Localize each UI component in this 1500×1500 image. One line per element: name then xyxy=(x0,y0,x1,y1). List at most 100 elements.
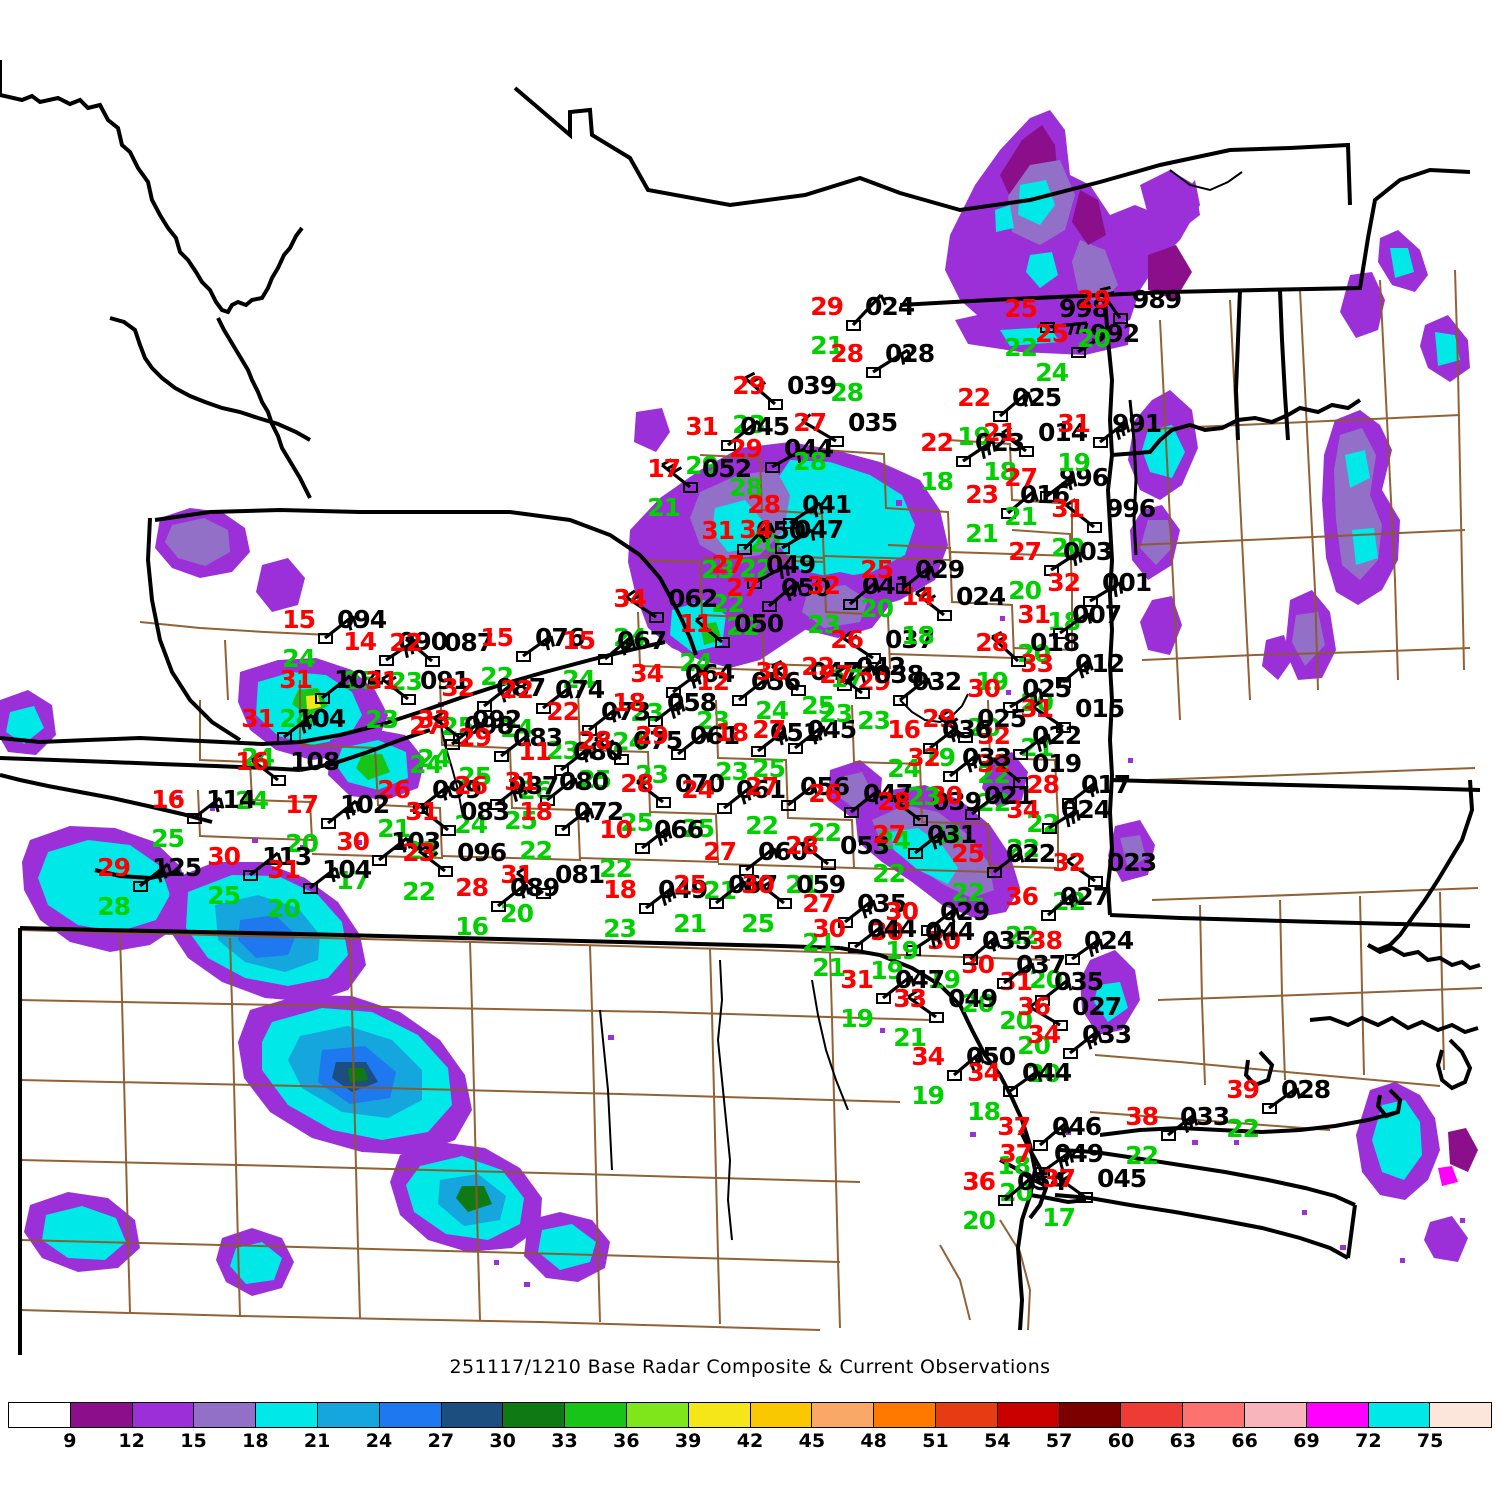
pressure-value: 091 xyxy=(420,666,470,695)
wind-barb xyxy=(781,528,816,550)
dewpoint-value: 20 xyxy=(860,594,894,623)
pressure-value: 045 xyxy=(740,412,790,441)
radar-cell-offshore xyxy=(1356,1082,1478,1262)
colorbar-tick-42: 42 xyxy=(736,1430,764,1452)
temperature-value: 22 xyxy=(546,697,580,726)
station-symbol xyxy=(1062,798,1077,809)
temperature-value: 36 xyxy=(962,1167,996,1196)
temperature-value: 27 xyxy=(745,772,779,801)
dewpoint-value: 24 xyxy=(877,826,911,855)
dewpoint-value: 24 xyxy=(612,727,646,756)
station-symbol xyxy=(838,917,853,928)
dewpoint-value: 22 xyxy=(951,878,985,907)
dewpoint-value: 20 xyxy=(1017,639,1051,668)
wind-barb xyxy=(753,563,790,585)
station-symbol xyxy=(318,633,333,644)
pressure-value: 087 xyxy=(496,673,546,702)
station-symbol xyxy=(943,771,958,782)
station-symbol xyxy=(666,687,681,698)
temperature-value: 23 xyxy=(965,480,999,509)
dewpoint-value: 20 xyxy=(999,1006,1033,1035)
temperature-value: 37 xyxy=(999,1139,1033,1168)
colorbar-legend: 9 12 15 18 21 24 27 30 33 36 39 42 45 48 51 54 57 60 63 66 6… xyxy=(8,1402,1492,1458)
station-symbol xyxy=(315,693,330,704)
temperature-value: 38 xyxy=(1125,1102,1159,1131)
dewpoint-value: 23 xyxy=(907,782,941,811)
temperature-value: 30 xyxy=(336,827,370,856)
pressure-value: 050 xyxy=(734,609,784,638)
temperature-value: 27 xyxy=(703,837,737,866)
temperature-value: 31 xyxy=(701,516,735,545)
temperature-value: 31 xyxy=(500,860,534,889)
station-symbol xyxy=(781,800,796,811)
dewpoint-value: 29 xyxy=(685,451,719,480)
temperature-value: 22 xyxy=(500,675,534,704)
temperature-value: 28 xyxy=(747,490,781,519)
colorbar-tick-75: 75 xyxy=(1416,1430,1444,1452)
colorbar-tick-21: 21 xyxy=(303,1430,331,1452)
temperature-value: 15 xyxy=(282,605,316,634)
colorbar-swatch-5 xyxy=(317,1403,380,1427)
dewpoint-value: 19 xyxy=(922,743,956,772)
pressure-value: 089 xyxy=(510,873,560,902)
temperature-value: 29 xyxy=(729,434,763,463)
dewpoint-value: 21 xyxy=(647,493,681,522)
temperature-value: 34 xyxy=(739,515,773,544)
pressure-value: 036 xyxy=(942,715,992,744)
station-symbol xyxy=(1041,910,1056,921)
temperature-value: 24 xyxy=(681,775,715,804)
temperature-value: 14 xyxy=(901,582,935,611)
station-symbol xyxy=(243,870,258,881)
pressure-value: 003 xyxy=(1063,537,1113,566)
colorbar-swatch-12 xyxy=(750,1403,813,1427)
station-symbol xyxy=(1113,313,1128,324)
colorbar-tick-39: 39 xyxy=(674,1430,702,1452)
temperature-value: 34 xyxy=(613,584,647,613)
pressure-value: 059 xyxy=(796,870,846,899)
radar-cell-maine xyxy=(1262,230,1470,680)
radar-cell-champlain xyxy=(1080,390,1198,1035)
colorbar-tick-69: 69 xyxy=(1293,1430,1320,1452)
dewpoint-value: 23 xyxy=(819,699,853,728)
station-symbol xyxy=(844,807,859,818)
station-symbol xyxy=(1053,1020,1068,1031)
dewpoint-value: 24 xyxy=(409,750,443,779)
pressure-value: 083 xyxy=(513,723,563,752)
temperature-value: 27 xyxy=(711,550,745,579)
temperature-value: 32 xyxy=(1047,568,1081,597)
temperature-value: 25 xyxy=(673,870,707,899)
dewpoint-value: 25 xyxy=(343,666,377,695)
pressure-value: 041 xyxy=(802,490,852,519)
dewpoint-value: 23 xyxy=(635,760,669,789)
dewpoint-value: 20 xyxy=(1008,576,1042,605)
pressure-value: 038 xyxy=(874,660,924,689)
dewpoint-value: 19 xyxy=(840,1004,874,1033)
station-symbol xyxy=(866,653,881,664)
colorbar-swatch-7 xyxy=(441,1403,504,1427)
wind-barb xyxy=(1050,550,1083,572)
colorbar-tick-15: 15 xyxy=(180,1430,207,1452)
temperature-value: 32 xyxy=(907,743,941,772)
station-symbol xyxy=(635,843,650,854)
pressure-value: 099 xyxy=(432,775,482,804)
station-symbol xyxy=(1063,1048,1078,1059)
temperature-value: 34 xyxy=(1027,1020,1061,1049)
dewpoint-value: 23 xyxy=(807,610,841,639)
temperature-value: 28 xyxy=(620,769,654,798)
pressure-value: 028 xyxy=(1281,1075,1331,1104)
station-symbol xyxy=(1161,1130,1176,1141)
wind-barb xyxy=(1077,332,1110,354)
station-symbol xyxy=(762,601,777,612)
station-symbol xyxy=(1056,722,1071,733)
temperature-value: 31 xyxy=(405,797,439,826)
station-symbol xyxy=(1011,656,1026,667)
colorbar-tick-66: 66 xyxy=(1231,1430,1258,1452)
station-symbol xyxy=(536,888,551,899)
dewpoint-value: 24 xyxy=(1035,358,1069,387)
pressure-value: 022 xyxy=(1032,721,1082,750)
map-canvas[interactable]: 29 21 024 28 28 028 29 23 039 31 29 045 29 28 044 17 21 0… xyxy=(0,0,1500,1355)
pressure-value: 067 xyxy=(617,626,667,655)
station-symbol xyxy=(477,701,492,712)
temperature-value: 34 xyxy=(911,1042,945,1071)
pressure-value: 092 xyxy=(472,705,522,734)
